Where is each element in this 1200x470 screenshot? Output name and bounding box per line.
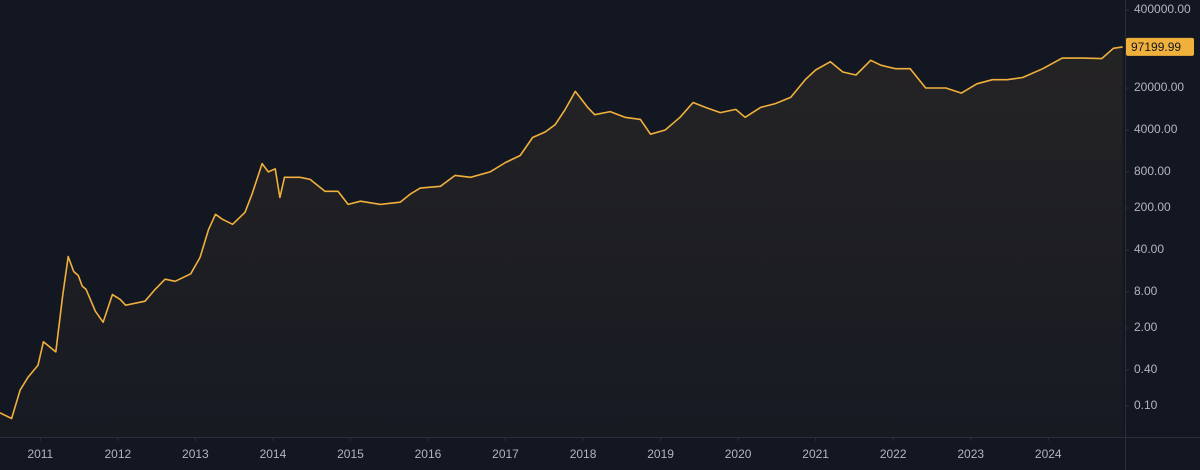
x-tick-label: 2015 bbox=[337, 447, 364, 461]
y-tick-label: 800.00 bbox=[1134, 164, 1171, 178]
y-tick-label: 0.10 bbox=[1134, 398, 1158, 412]
x-tick-label: 2013 bbox=[182, 447, 209, 461]
x-tick-label: 2012 bbox=[104, 447, 131, 461]
y-tick-label: 4000.00 bbox=[1134, 122, 1178, 136]
y-tick-label: 400000.00 bbox=[1134, 2, 1191, 16]
x-tick-label: 2019 bbox=[647, 447, 674, 461]
y-tick-label: 40.00 bbox=[1134, 242, 1164, 256]
last-value-badge bbox=[1126, 37, 1194, 56]
price-line bbox=[0, 46, 1123, 420]
y-tick-label: 20000.00 bbox=[1134, 80, 1184, 94]
y-tick-label: 200.00 bbox=[1134, 200, 1171, 214]
y-tick-label: 8.00 bbox=[1134, 284, 1158, 298]
x-tick-label: 2023 bbox=[957, 447, 984, 461]
x-tick-label: 2017 bbox=[492, 447, 519, 461]
y-tick-label: 2.00 bbox=[1134, 320, 1158, 334]
x-tick-label: 2016 bbox=[415, 447, 442, 461]
x-tick-label: 2021 bbox=[802, 447, 829, 461]
x-tick-label: 2020 bbox=[725, 447, 752, 461]
x-tick-label: 2011 bbox=[27, 447, 53, 461]
last-value-label: 97199.99 bbox=[1131, 40, 1181, 54]
y-tick-label: 0.40 bbox=[1134, 362, 1158, 376]
area-fill bbox=[0, 46, 1123, 438]
x-tick-label: 2014 bbox=[260, 447, 287, 461]
x-tick-label: 2024 bbox=[1035, 447, 1062, 461]
x-tick-label: 2018 bbox=[570, 447, 597, 461]
x-tick-label: 2022 bbox=[880, 447, 907, 461]
